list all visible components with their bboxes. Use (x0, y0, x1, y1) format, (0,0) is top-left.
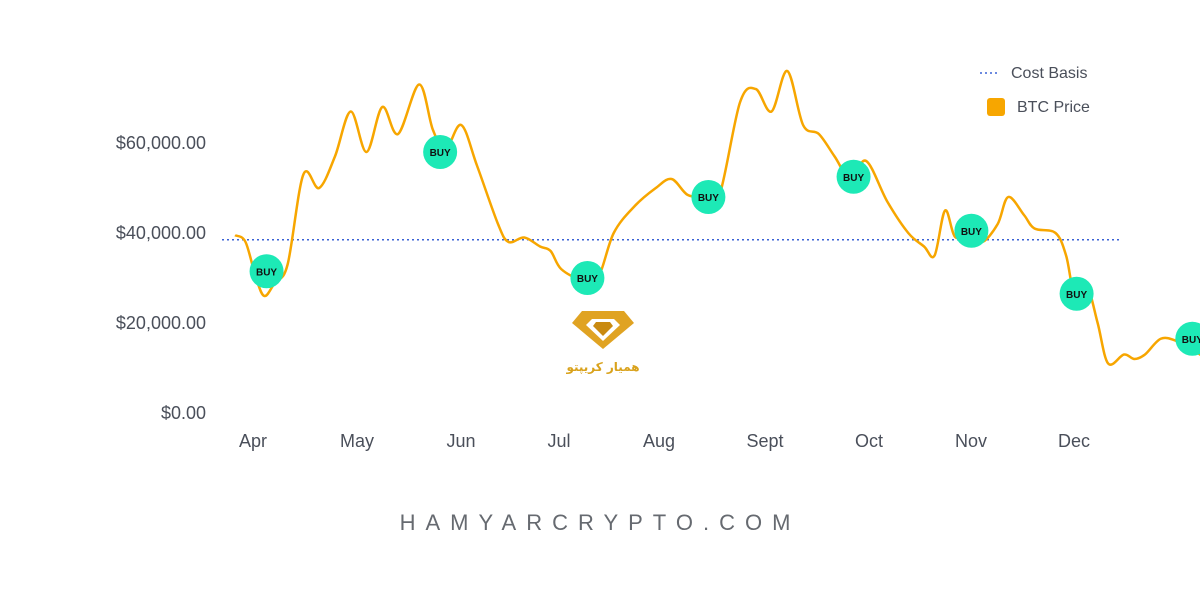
buy-marker: BUY (249, 254, 284, 289)
buy-marker-circle (836, 159, 871, 194)
buy-marker-label: BUY (698, 193, 719, 204)
x-tick-label: Oct (855, 431, 883, 451)
btc-price-line (234, 69, 1200, 366)
buy-marker-circle (954, 213, 989, 248)
logo-text: همیار کریپتو (566, 360, 640, 374)
legend: Cost Basis BTC Price (980, 65, 1090, 116)
buy-marker-circle (1059, 276, 1094, 311)
buy-markers: BUYBUYBUYBUYBUYBUYBUYBUYBUY (249, 135, 1200, 356)
buy-marker-label: BUY (430, 148, 451, 159)
x-tick-label: Aug (643, 431, 675, 451)
y-tick-label: $20,000.00 (116, 313, 206, 333)
diamond-logo-icon (572, 311, 634, 349)
buy-marker-circle (1175, 321, 1200, 356)
x-tick-label: Jun (446, 431, 475, 451)
legend-btc-price-label: BTC Price (1017, 99, 1090, 116)
buy-marker: BUY (954, 213, 989, 248)
y-tick-label: $60,000.00 (116, 133, 206, 153)
x-tick-label: May (340, 431, 374, 451)
buy-marker-label: BUY (1182, 335, 1200, 346)
footer-site-name: HAMYARCRYPTO.COM (399, 510, 801, 535)
buy-marker-circle (570, 261, 605, 295)
buy-marker: BUY (691, 180, 726, 214)
x-axis: Apr May Jun Jul Aug Sept Oct Nov Dec (239, 431, 1090, 451)
legend-btc-price-swatch (987, 98, 1005, 116)
legend-cost-basis-label: Cost Basis (1011, 65, 1087, 82)
buy-marker-label: BUY (256, 267, 277, 278)
buy-marker: BUY (423, 135, 458, 169)
brand-logo: همیار کریپتو (558, 305, 648, 385)
x-tick-label: Jul (547, 431, 570, 451)
buy-marker: BUY (570, 261, 605, 295)
x-tick-label: Apr (239, 431, 267, 451)
y-tick-label: $0.00 (161, 403, 206, 423)
y-axis: $0.00 $20,000.00 $40,000.00 $60,000.00 (116, 133, 206, 423)
buy-marker: BUY (1175, 321, 1200, 356)
x-tick-label: Sept (746, 431, 783, 451)
buy-marker-circle (423, 135, 458, 169)
buy-marker: BUY (836, 159, 871, 194)
x-tick-label: Nov (955, 431, 987, 451)
x-tick-label: Dec (1058, 431, 1090, 451)
y-tick-label: $40,000.00 (116, 223, 206, 243)
buy-marker-label: BUY (843, 173, 864, 184)
buy-marker-label: BUY (961, 227, 982, 238)
buy-marker-label: BUY (577, 274, 598, 285)
buy-marker-label: BUY (1066, 290, 1087, 301)
buy-marker: BUY (1059, 276, 1094, 311)
buy-marker-circle (691, 180, 726, 214)
buy-marker-circle (249, 254, 284, 289)
